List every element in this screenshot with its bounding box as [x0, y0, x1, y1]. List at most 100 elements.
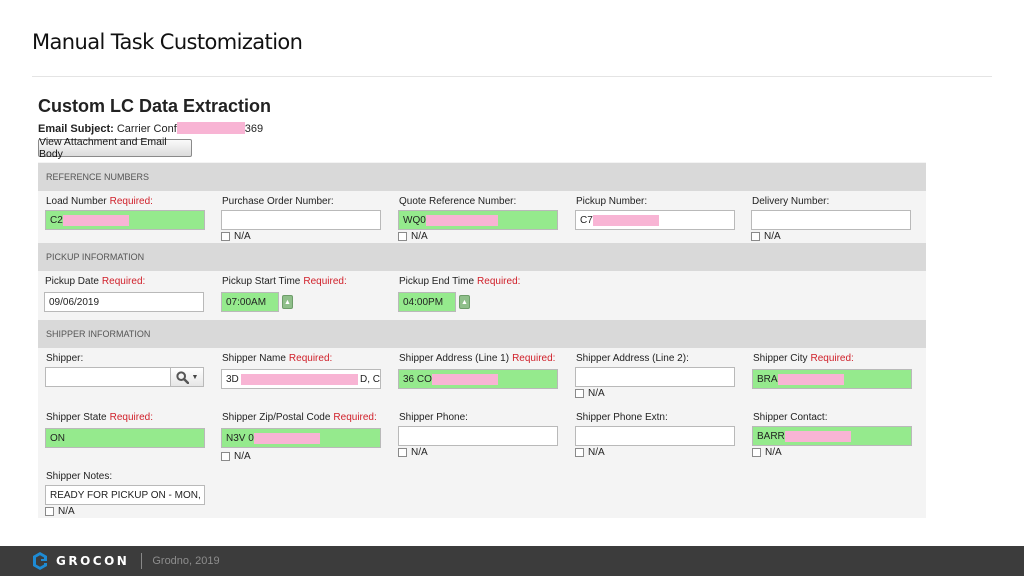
na-checkbox[interactable]	[575, 389, 584, 398]
purchase-order-label: Purchase Order Number:	[222, 196, 334, 207]
shipper-input[interactable]	[45, 367, 171, 387]
delivery-number-input[interactable]	[751, 210, 911, 230]
na-checkbox[interactable]	[575, 448, 584, 457]
pickup-number-label: Pickup Number:	[576, 196, 648, 207]
required-marker: Required:	[333, 412, 377, 423]
pickup-end-time-input[interactable]: 04:00PM	[398, 292, 456, 312]
label-text: Shipper City	[753, 353, 808, 364]
label-text: Shipper State	[46, 412, 107, 423]
shipper-zip-na[interactable]: N/A	[221, 451, 251, 462]
redaction-mark	[425, 214, 498, 226]
shipper-phone-ext-input[interactable]	[575, 426, 735, 446]
shipper-state-label: Shipper State Required:	[46, 412, 153, 423]
shipper-name-label: Shipper Name Required:	[222, 353, 332, 364]
quote-reference-label: Quote Reference Number:	[399, 196, 517, 207]
quote-reference-input[interactable]: WQ0	[398, 210, 558, 230]
purchase-order-input[interactable]	[221, 210, 381, 230]
shipper-lookup-button[interactable]: ▼	[170, 367, 204, 387]
brand-name: GROCON	[56, 554, 130, 568]
spinner-icon[interactable]: ▲	[459, 295, 470, 309]
email-subject-label: Email Subject:	[38, 122, 114, 135]
label-text: Load Number	[46, 196, 107, 207]
label-text: Shipper Name	[222, 353, 286, 364]
na-checkbox[interactable]	[398, 232, 407, 241]
redaction-mark	[784, 430, 851, 442]
na-checkbox[interactable]	[751, 232, 760, 241]
input-value-suffix: D, C	[360, 373, 380, 385]
section-shipper-information: SHIPPER INFORMATION	[38, 320, 926, 348]
redaction-mark	[777, 373, 844, 385]
email-subject-suffix: 369	[244, 122, 264, 135]
shipper-zip-input[interactable]: N3V 0	[221, 428, 381, 448]
label-text: Pickup Start Time	[222, 276, 301, 287]
redaction-mark	[431, 373, 498, 385]
na-checkbox[interactable]	[398, 448, 407, 457]
shipper-phone-ext-na[interactable]: N/A	[575, 447, 605, 458]
required-marker: Required:	[477, 276, 521, 287]
na-label: N/A	[765, 447, 782, 458]
delivery-number-na[interactable]: N/A	[751, 231, 781, 242]
input-value: BRA	[757, 373, 778, 385]
redaction-mark	[240, 373, 358, 385]
input-value: N3V 0	[226, 432, 254, 444]
quote-reference-na[interactable]: N/A	[398, 231, 428, 242]
shipper-contact-na[interactable]: N/A	[752, 447, 782, 458]
input-value: WQ0	[403, 214, 426, 226]
shipper-city-input[interactable]: BRA	[752, 369, 912, 389]
redaction-mark	[592, 214, 659, 226]
load-number-input[interactable]: C2	[45, 210, 205, 230]
purchase-order-na[interactable]: N/A	[221, 231, 251, 242]
required-marker: Required:	[512, 353, 556, 364]
delivery-number-label: Delivery Number:	[752, 196, 830, 207]
pickup-start-time-input[interactable]: 07:00AM	[221, 292, 279, 312]
shipper-address2-na[interactable]: N/A	[575, 388, 605, 399]
slide-footer: GROCON Grodno, 2019	[0, 546, 1024, 576]
pickup-date-label: Pickup Date Required:	[45, 276, 145, 287]
na-label: N/A	[764, 231, 781, 242]
shipper-contact-label: Shipper Contact:	[753, 412, 828, 423]
label-text: Pickup End Time	[399, 276, 475, 287]
shipper-phone-input[interactable]	[398, 426, 558, 446]
na-checkbox[interactable]	[45, 507, 54, 516]
input-value: C7	[580, 214, 593, 226]
shipper-address2-input[interactable]	[575, 367, 735, 387]
shipper-zip-label: Shipper Zip/Postal Code Required:	[222, 412, 377, 423]
page-title: Custom LC Data Extraction	[38, 96, 272, 116]
redaction-mark	[176, 122, 245, 134]
required-marker: Required:	[109, 412, 153, 423]
view-attachment-button[interactable]: View Attachment and Email Body	[38, 136, 192, 160]
shipper-name-input[interactable]: 3D D, C	[221, 369, 381, 389]
required-marker: Required:	[303, 276, 347, 287]
footer-caption: Grodno, 2019	[152, 555, 220, 567]
redaction-mark	[62, 214, 129, 226]
shipper-notes-na[interactable]: N/A	[45, 506, 75, 517]
footer-divider	[141, 553, 143, 569]
na-checkbox[interactable]	[752, 448, 761, 457]
shipper-phone-ext-label: Shipper Phone Extn:	[576, 412, 668, 423]
shipper-label: Shipper:	[46, 353, 84, 364]
na-label: N/A	[234, 231, 251, 242]
input-value: 36 CO	[403, 373, 432, 385]
label-text: Pickup Date	[45, 276, 99, 287]
pickup-start-time-label: Pickup Start Time Required:	[222, 276, 347, 287]
redaction-mark	[253, 432, 320, 444]
shipper-notes-input[interactable]: READY FOR PICKUP ON - MON, S	[45, 485, 205, 505]
slide-title: Manual Task Customization	[32, 30, 303, 54]
shipper-address1-input[interactable]: 36 CO	[398, 369, 558, 389]
email-subject-prefix: Carrier Conf	[116, 122, 177, 135]
shipper-address2-label: Shipper Address (Line 2):	[576, 353, 689, 364]
na-checkbox[interactable]	[221, 452, 230, 461]
shipper-address1-label: Shipper Address (Line 1) Required:	[399, 353, 555, 364]
pickup-number-input[interactable]: C7	[575, 210, 735, 230]
title-divider	[32, 76, 992, 77]
required-marker: Required:	[288, 353, 333, 364]
shipper-contact-input[interactable]: BARR	[752, 426, 912, 446]
shipper-state-input[interactable]: ON	[45, 428, 205, 448]
grocon-logo-icon	[33, 552, 47, 570]
na-checkbox[interactable]	[221, 232, 230, 241]
spinner-icon[interactable]: ▲	[282, 295, 293, 309]
input-value: BARR	[757, 430, 785, 442]
shipper-phone-na[interactable]: N/A	[398, 447, 428, 458]
pickup-end-time-label: Pickup End Time Required:	[399, 276, 520, 287]
pickup-date-input[interactable]: 09/06/2019	[44, 292, 204, 312]
